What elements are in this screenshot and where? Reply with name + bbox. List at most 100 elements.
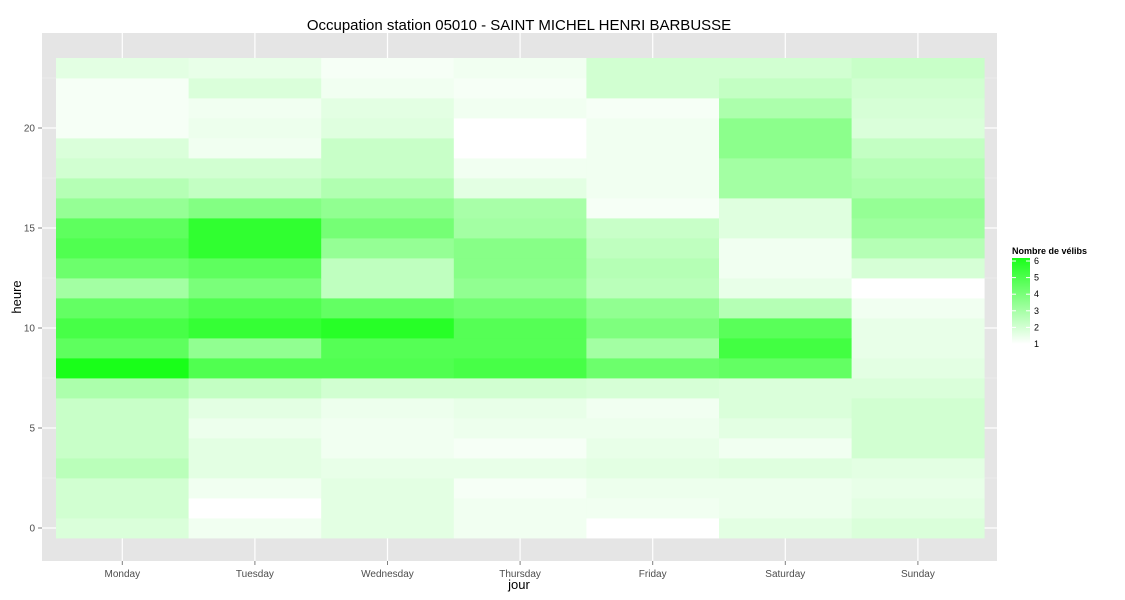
x-tick-label: Monday	[105, 569, 141, 580]
heatmap-cell	[188, 298, 322, 319]
heatmap-cell	[851, 458, 985, 479]
heatmap-cell	[851, 78, 985, 99]
heatmap-cell	[851, 178, 985, 199]
heatmap-cell	[453, 118, 587, 139]
heatmap-cell	[586, 438, 720, 459]
heatmap-cell	[453, 438, 587, 459]
heatmap-cell	[188, 398, 322, 419]
heatmap-cell	[851, 218, 985, 239]
heatmap-cell	[719, 418, 852, 439]
heatmap-cell	[321, 218, 455, 239]
heatmap-cell	[321, 238, 455, 259]
heatmap-cell	[719, 458, 852, 479]
heatmap-cell	[586, 478, 720, 499]
x-tick-label: Thursday	[499, 569, 541, 580]
heatmap-cell	[321, 518, 455, 539]
heatmap-cell	[453, 478, 587, 499]
heatmap-cell	[586, 238, 720, 259]
heatmap-cell	[321, 98, 455, 119]
heatmap-cell	[56, 178, 189, 199]
heatmap-cell	[188, 258, 322, 279]
legend-tick-label: 3	[1034, 306, 1039, 316]
heatmap-cell	[851, 398, 985, 419]
legend-tick-label: 5	[1034, 273, 1039, 283]
heatmap-cell	[453, 518, 587, 539]
heatmap-cell	[321, 358, 455, 379]
heatmap-cell	[586, 418, 720, 439]
heatmap-cell	[719, 198, 852, 219]
x-axis-title: jour	[507, 577, 530, 592]
heatmap-cell	[321, 198, 455, 219]
heatmap-cell	[453, 218, 587, 239]
heatmap-cell	[719, 438, 852, 459]
heatmap-cell	[321, 258, 455, 279]
heatmap-cell	[188, 358, 322, 379]
heatmap-cell	[586, 298, 720, 319]
heatmap-cell	[719, 138, 852, 159]
heatmap-cell	[586, 58, 720, 79]
heatmap-cell	[851, 338, 985, 359]
heatmap-cell	[851, 58, 985, 79]
heatmap-cell	[851, 298, 985, 319]
heatmap-cell	[56, 138, 189, 159]
legend-color-bar	[1012, 258, 1030, 344]
heatmap-cell	[321, 418, 455, 439]
heatmap-cell	[851, 358, 985, 379]
heatmap-cell	[321, 118, 455, 139]
legend-ticks: 1 2 3 4 5 6	[1012, 256, 1039, 349]
heatmap-cell	[321, 138, 455, 159]
heatmap-cell	[56, 458, 189, 479]
heatmap-cell	[56, 58, 189, 79]
y-tick-label: 15	[24, 224, 36, 235]
x-tick-label: Friday	[639, 569, 667, 580]
heatmap-cell	[851, 118, 985, 139]
heatmap-cell	[188, 498, 322, 519]
heatmap-cell	[586, 118, 720, 139]
heatmap-cell	[56, 118, 189, 139]
heatmap-cell	[719, 258, 852, 279]
heatmap-cell	[188, 338, 322, 359]
heatmap-cell	[188, 58, 322, 79]
heatmap-cell	[851, 258, 985, 279]
heatmap-cell	[719, 278, 852, 299]
heatmap-cell	[188, 438, 322, 459]
heatmap-cell	[586, 338, 720, 359]
heatmap-cell	[321, 498, 455, 519]
heatmap-cell	[453, 158, 587, 179]
heatmap-cell	[188, 138, 322, 159]
heatmap-cell	[188, 418, 322, 439]
heatmap-cell	[56, 498, 189, 519]
heatmap-cell	[188, 78, 322, 99]
heatmap-cell	[851, 98, 985, 119]
heatmap-cell	[586, 518, 720, 539]
heatmap-cell	[851, 198, 985, 219]
heatmap-cell	[719, 78, 852, 99]
heatmap-cell	[321, 58, 455, 79]
heatmap-cell	[719, 218, 852, 239]
heatmap-cell	[321, 278, 455, 299]
heatmap-cell	[453, 258, 587, 279]
heatmap-cell	[321, 298, 455, 319]
heatmap-cell	[453, 78, 587, 99]
heatmap-cell	[56, 298, 189, 319]
heatmap-cell	[719, 518, 852, 539]
heatmap-cell	[453, 278, 587, 299]
heatmap-cell	[321, 478, 455, 499]
heatmap-cell	[586, 358, 720, 379]
heatmap-cell	[586, 498, 720, 519]
heatmap-cell	[56, 218, 189, 239]
heatmap-cell	[321, 438, 455, 459]
heatmap-cell	[56, 98, 189, 119]
heatmap-cell	[851, 318, 985, 339]
heatmap-cell	[586, 198, 720, 219]
heatmap-cell	[56, 158, 189, 179]
heatmap-cell	[188, 478, 322, 499]
heatmap-cell	[586, 78, 720, 99]
heatmap-cell	[586, 398, 720, 419]
heatmap-cell	[719, 158, 852, 179]
heatmap-cell	[453, 378, 587, 399]
heatmap-cell	[56, 438, 189, 459]
heatmap-cell	[188, 238, 322, 259]
heatmap-cell	[851, 378, 985, 399]
